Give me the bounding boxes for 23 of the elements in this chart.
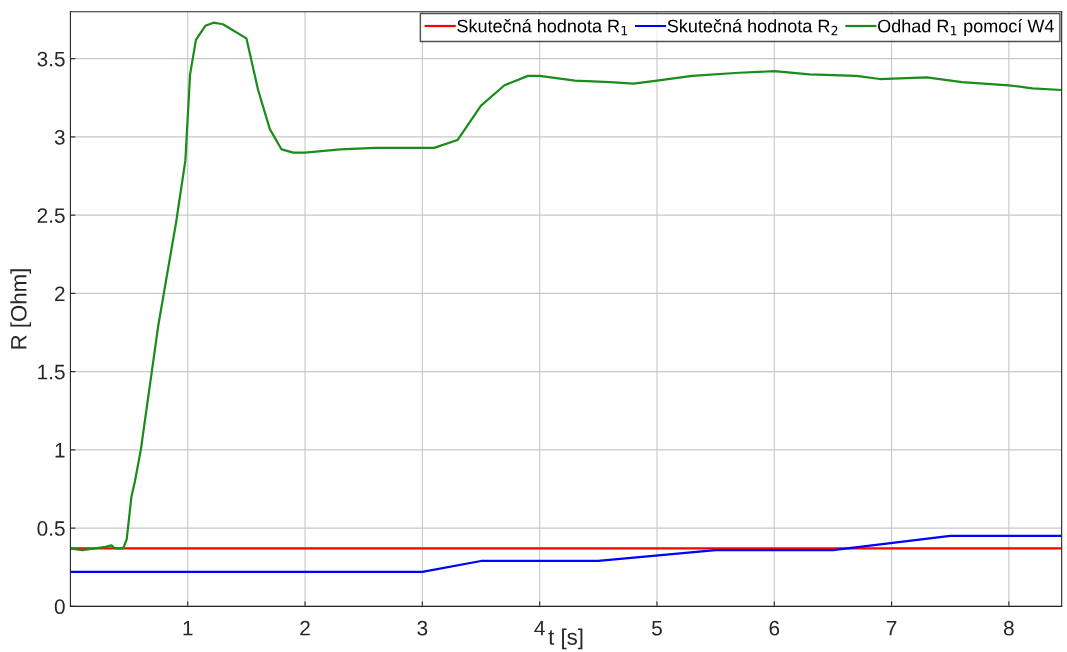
y-tick-label: 0.5 <box>37 521 65 536</box>
x-tick-label: 4 <box>534 621 545 636</box>
y-tick-label: 2 <box>55 286 65 301</box>
x-axis-title: t [s] <box>548 628 583 650</box>
y-tick-label: 3 <box>54 129 65 145</box>
y-tick-label: 2.5 <box>37 208 65 223</box>
y-tick-label: 1 <box>55 443 65 458</box>
y-axis-title: R [Ohm] <box>10 269 32 349</box>
x-tick-label: 7 <box>886 621 897 636</box>
legend-label: Odhad R$_{1}$ pomocí W4 <box>877 18 1054 36</box>
y-tick-label: 1.5 <box>38 364 65 380</box>
y-tick-label: 3.5 <box>37 51 65 67</box>
legend-label: Skutečná hodnota R$_{1}$ <box>457 18 628 36</box>
x-tick-label: 5 <box>652 621 662 636</box>
x-tick-label: 2 <box>300 620 310 636</box>
x-tick-label: 1 <box>183 621 193 636</box>
x-tick-label: 6 <box>769 620 780 636</box>
y-tick-label: 0 <box>54 599 65 615</box>
legend-label: Skutečná hodnota R$_{2}$ <box>667 18 838 36</box>
line-series <box>70 534 1062 574</box>
x-tick-label: 8 <box>1003 620 1014 636</box>
line-series <box>70 21 1062 552</box>
x-tick-label: 3 <box>417 620 428 636</box>
